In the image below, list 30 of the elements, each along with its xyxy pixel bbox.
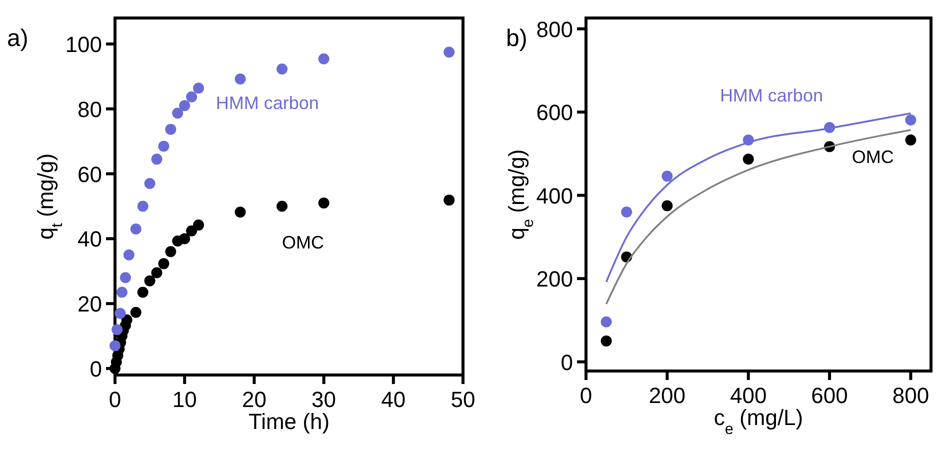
x-tick-label: 10 [172,387,197,412]
x-tick-label: 0 [108,387,122,412]
y-tick-label: 800 [536,16,573,42]
x-tick-label: 30 [312,387,336,412]
y-tick-label: 400 [536,183,573,208]
series-label: HMM carbon [720,86,823,106]
y-tick-label: 100 [65,32,102,57]
y-tick-label: 20 [78,292,102,317]
x-tick-label: 20 [242,387,266,412]
x-tick-label: 200 [648,383,686,408]
series-label: OMC [852,146,894,167]
x-axis-title: c$_{e}$ (mg/L) [714,405,804,438]
y-tick-label: 0 [90,356,102,382]
x-tick-label: 400 [730,383,767,408]
x-tick-label: 50 [450,387,476,412]
y-tick-label: 80 [78,96,102,122]
y-tick-label: 40 [78,226,102,252]
y-tick-label: 60 [78,162,102,187]
y-tick-label: 200 [536,266,573,292]
x-tick-label: 0 [580,383,592,408]
x-tick-label: 800 [892,383,930,408]
x-tick-label: 40 [381,387,406,412]
y-tick-label: 0 [560,350,573,375]
x-tick-label: 600 [811,383,848,408]
series-label: OMC [282,232,324,252]
y-tick-label: 600 [536,100,573,126]
x-axis-title: Time (h) [248,409,330,434]
chart-title: b) [506,25,528,52]
chart-title: a) [7,25,28,52]
series-label: HMM carbon [216,92,319,113]
